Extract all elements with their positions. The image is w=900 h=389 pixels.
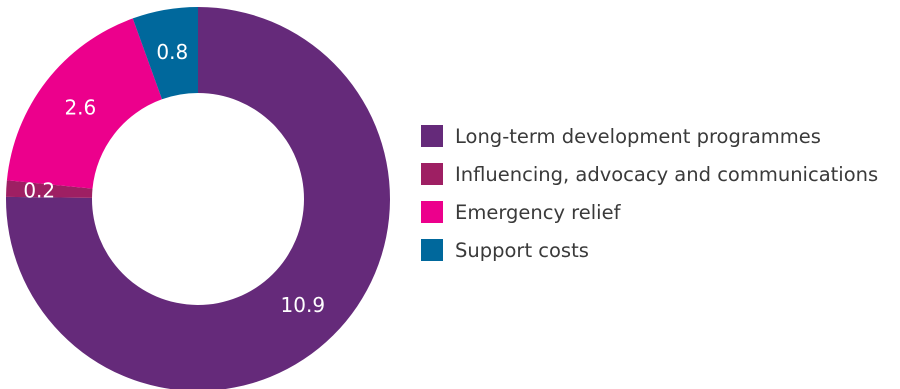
slice-value-label: 0.2 [23, 178, 55, 202]
legend-label: Support costs [455, 239, 589, 262]
legend-item: Support costs [421, 231, 878, 269]
chart-legend: Long-term development programmes Influen… [421, 117, 878, 269]
legend-swatch [421, 239, 443, 261]
slice-value-label: 2.6 [64, 96, 96, 120]
legend-swatch [421, 201, 443, 223]
donut-slices [6, 7, 390, 389]
slice-value-label: 0.8 [156, 40, 188, 64]
slice-value-label: 10.9 [281, 293, 326, 317]
donut-chart-svg: 10.9 0.2 2.6 0.8 [0, 0, 400, 389]
legend-label: Emergency relief [455, 201, 620, 224]
legend-item: Long-term development programmes [421, 117, 878, 155]
legend-swatch [421, 125, 443, 147]
legend-swatch [421, 163, 443, 185]
legend-label: Long-term development programmes [455, 125, 821, 148]
legend-item: Emergency relief [421, 193, 878, 231]
legend-label: Influencing, advocacy and communications [455, 163, 878, 186]
legend-item: Influencing, advocacy and communications [421, 155, 878, 193]
